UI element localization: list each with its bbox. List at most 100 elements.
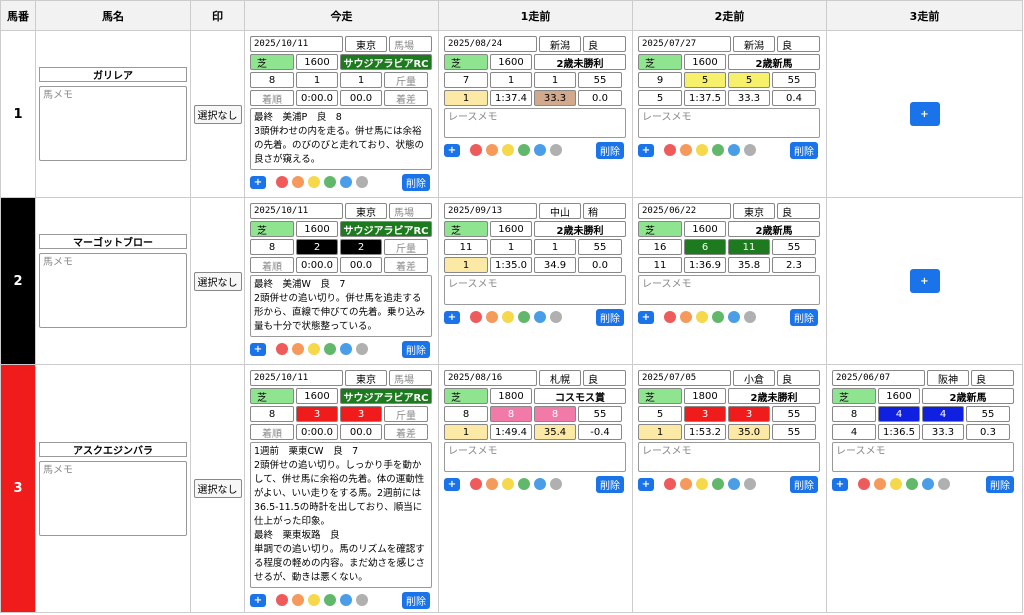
entry-field[interactable]: 5 [728, 72, 770, 88]
color-dot[interactable] [502, 311, 514, 323]
entry-field[interactable]: 8 [490, 406, 532, 422]
race-name[interactable]: 2歳新馬 [728, 221, 820, 237]
color-dot[interactable] [340, 176, 352, 188]
horse-name[interactable]: アスクエジンバラ [39, 441, 187, 457]
add-button[interactable]: + [638, 143, 654, 157]
color-dot[interactable] [858, 478, 870, 490]
color-dot[interactable] [680, 311, 692, 323]
entry-field[interactable]: 3 [340, 406, 382, 422]
add-button[interactable]: + [250, 175, 266, 189]
result-field[interactable]: 00.0 [340, 424, 382, 440]
entry-field[interactable]: 2 [296, 239, 338, 255]
condition-select[interactable]: 良 [583, 370, 626, 386]
color-dot[interactable] [276, 176, 288, 188]
race-memo[interactable]: レースメモ [638, 442, 820, 472]
color-dot[interactable] [518, 478, 530, 490]
result-field[interactable]: 1:53.2 [684, 424, 726, 440]
result-field[interactable]: 着差 [384, 424, 428, 440]
entry-field[interactable]: 2 [340, 239, 382, 255]
result-field[interactable]: 35.0 [728, 424, 770, 440]
entry-field[interactable]: 8 [534, 406, 576, 422]
entry-field[interactable]: 55 [772, 406, 816, 422]
color-dot[interactable] [696, 144, 708, 156]
surface-select[interactable]: 芝 [444, 54, 488, 70]
entry-field[interactable]: 1 [490, 72, 532, 88]
entry-field[interactable]: 55 [578, 239, 622, 255]
result-field[interactable]: 0.4 [772, 90, 816, 106]
result-field[interactable]: 1 [444, 424, 488, 440]
horse-memo[interactable]: 馬メモ [39, 86, 187, 161]
condition-select[interactable]: 馬場 [389, 370, 432, 386]
color-dot[interactable] [696, 478, 708, 490]
distance-input[interactable]: 1800 [684, 388, 726, 404]
venue-input[interactable]: 小倉 [733, 370, 775, 386]
entry-field[interactable]: 5 [638, 406, 682, 422]
color-dot[interactable] [938, 478, 950, 490]
color-dot[interactable] [696, 311, 708, 323]
surface-select[interactable]: 芝 [832, 388, 876, 404]
result-field[interactable]: 0:00.0 [296, 424, 338, 440]
entry-field[interactable]: 8 [250, 239, 294, 255]
race-memo[interactable]: レースメモ [444, 442, 626, 472]
color-dot[interactable] [728, 144, 740, 156]
venue-input[interactable]: 東京 [733, 203, 775, 219]
venue-input[interactable]: 東京 [345, 203, 387, 219]
condition-select[interactable]: 稍 [583, 203, 626, 219]
surface-select[interactable]: 芝 [638, 221, 682, 237]
result-field[interactable]: 1:49.4 [490, 424, 532, 440]
distance-input[interactable]: 1600 [684, 221, 726, 237]
date-input[interactable]: 2025/09/13 [444, 203, 537, 219]
result-field[interactable]: 1:36.5 [878, 424, 920, 440]
date-input[interactable]: 2025/10/11 [250, 370, 343, 386]
result-field[interactable]: 11 [638, 257, 682, 273]
delete-button[interactable]: 削除 [402, 591, 430, 609]
mark-select[interactable]: 選択なし [193, 271, 242, 291]
entry-field[interactable]: 11 [444, 239, 488, 255]
race-memo[interactable]: レースメモ [638, 108, 820, 138]
color-dot[interactable] [680, 144, 692, 156]
delete-button[interactable]: 削除 [596, 475, 624, 493]
add-button[interactable]: + [444, 143, 460, 157]
race-memo[interactable]: 最終 美浦P 良 8 3頭併わせの内を走る。併せ馬には余裕の先着。のびのびと走れ… [250, 108, 432, 170]
result-field[interactable]: 1 [444, 90, 488, 106]
color-dot[interactable] [712, 311, 724, 323]
race-name[interactable]: サウジアラビアRC [340, 221, 432, 237]
color-dot[interactable] [502, 478, 514, 490]
color-dot[interactable] [518, 311, 530, 323]
entry-field[interactable]: 11 [728, 239, 770, 255]
surface-select[interactable]: 芝 [250, 388, 294, 404]
color-dot[interactable] [292, 594, 304, 606]
result-field[interactable]: 1 [444, 257, 488, 273]
distance-input[interactable]: 1600 [296, 54, 338, 70]
distance-input[interactable]: 1600 [296, 221, 338, 237]
color-dot[interactable] [518, 144, 530, 156]
result-field[interactable]: -0.4 [578, 424, 622, 440]
race-memo[interactable]: レースメモ [638, 275, 820, 305]
horse-name[interactable]: ガリレア [39, 67, 187, 82]
color-dot[interactable] [486, 311, 498, 323]
add-button[interactable]: + [250, 342, 266, 356]
race-name[interactable]: 2歳新馬 [728, 54, 820, 70]
result-field[interactable]: 着差 [384, 90, 428, 106]
entry-field[interactable]: 1 [534, 72, 576, 88]
entry-field[interactable]: 55 [772, 239, 816, 255]
result-field[interactable]: 35.4 [534, 424, 576, 440]
race-name[interactable]: 2歳未勝利 [534, 54, 626, 70]
result-field[interactable]: 0:00.0 [296, 257, 338, 273]
condition-select[interactable]: 馬場 [389, 203, 432, 219]
condition-select[interactable]: 良 [971, 370, 1014, 386]
entry-field[interactable]: 1 [340, 72, 382, 88]
entry-field[interactable]: 8 [250, 72, 294, 88]
venue-input[interactable]: 札幌 [539, 370, 581, 386]
delete-button[interactable]: 削除 [790, 308, 818, 326]
add-race-button[interactable]: + [909, 102, 940, 126]
entry-field[interactable]: 9 [638, 72, 682, 88]
color-dot[interactable] [324, 594, 336, 606]
distance-input[interactable]: 1600 [684, 54, 726, 70]
race-name[interactable]: 2歳未勝利 [728, 388, 820, 404]
condition-select[interactable]: 良 [777, 370, 820, 386]
color-dot[interactable] [744, 311, 756, 323]
surface-select[interactable]: 芝 [638, 54, 682, 70]
result-field[interactable]: 1:35.0 [490, 257, 532, 273]
date-input[interactable]: 2025/06/22 [638, 203, 731, 219]
